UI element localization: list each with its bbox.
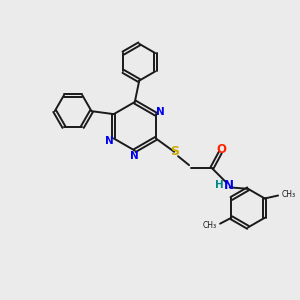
Text: N: N <box>156 106 165 117</box>
Text: N: N <box>130 151 139 160</box>
Text: N: N <box>224 179 234 192</box>
Text: S: S <box>170 145 179 158</box>
Text: CH₃: CH₃ <box>202 221 217 230</box>
Text: CH₃: CH₃ <box>282 190 296 200</box>
Text: H: H <box>215 180 224 190</box>
Text: N: N <box>105 136 114 146</box>
Text: O: O <box>217 142 227 156</box>
